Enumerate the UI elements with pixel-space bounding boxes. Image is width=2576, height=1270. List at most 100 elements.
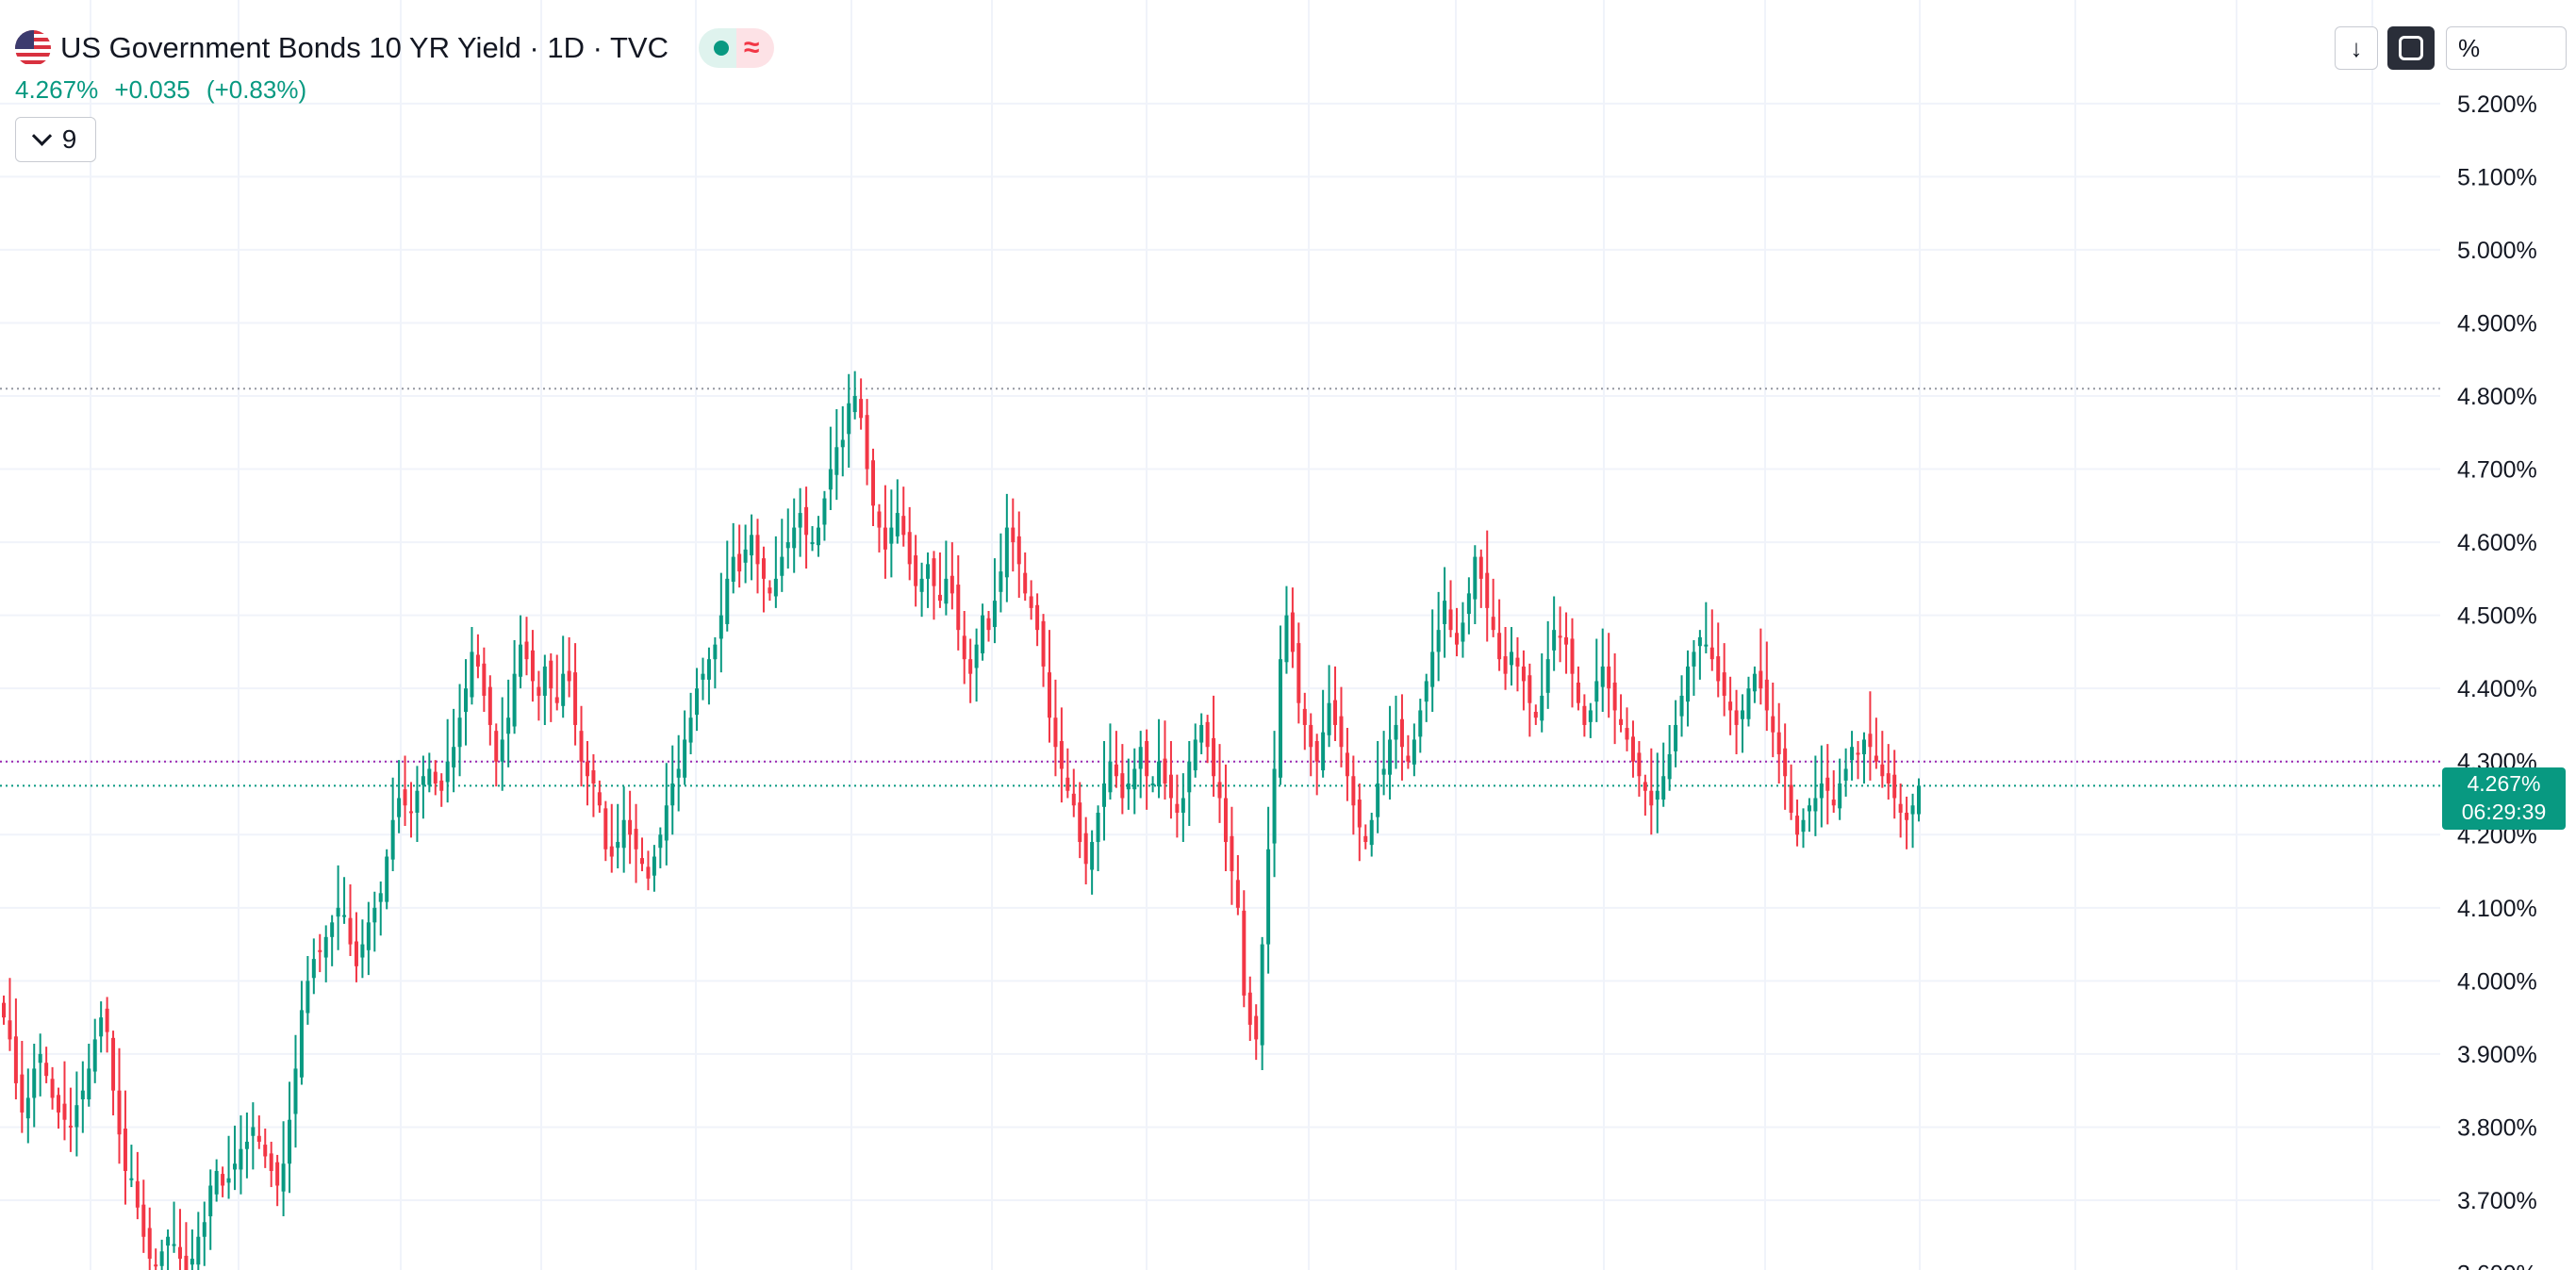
y-tick-label: 5.000% [2457,238,2537,264]
candle [1764,641,1769,732]
candle [1363,824,1368,849]
candle [567,636,571,698]
candle [397,760,402,833]
candle [1132,748,1137,815]
candle [1150,776,1155,793]
price-axis[interactable]: 5.200% 5.100% 5.000% 4.900% 4.800% 4.700% 4.60… [2457,91,2537,1270]
arrow-down-icon: ↓ [2350,33,2363,62]
candle [457,684,462,777]
candle [1175,774,1180,838]
candle [299,981,304,1085]
candle [269,1141,273,1188]
candle [1406,734,1411,769]
candle [1491,578,1495,637]
candle [342,877,347,924]
candle [226,1135,231,1199]
y-tick-label: 4.500% [2457,603,2537,630]
candle [1436,591,1441,682]
candle [32,1044,37,1128]
quote-values: 4.267% +0.035 (+0.83%) [15,75,316,105]
candle [251,1102,256,1170]
candle [871,448,876,527]
candle [1108,723,1113,800]
candle [949,542,954,610]
candle [1838,758,1842,820]
candle [865,399,869,486]
candle [937,552,942,608]
candle [372,891,377,952]
candle [421,755,425,819]
y-tick-label: 5.100% [2457,164,2537,190]
candle [475,634,480,679]
candle [1339,686,1344,767]
candle [50,1066,55,1110]
candle [944,540,949,616]
candle [780,519,784,592]
candle [1728,676,1733,735]
candle [92,1018,97,1083]
candle [1302,692,1307,750]
candle [1722,643,1726,717]
candle [956,555,961,651]
candle [129,1145,134,1188]
candle [1345,728,1349,801]
unit-select[interactable]: % [2446,26,2567,70]
symbol-legend: US Government Bonds 10 YR Yield · 1D · T… [15,28,775,68]
candle [1193,723,1197,778]
market-status-pill[interactable]: ≈ [698,28,775,68]
us-flag-icon [15,30,51,66]
candle [177,1209,182,1270]
candle [1861,732,1866,783]
candle [159,1239,164,1270]
candle [202,1201,206,1266]
candle [664,763,669,866]
y-tick-label: 3.600% [2457,1262,2537,1270]
change-percent: (+0.83%) [206,75,307,104]
candle [1692,640,1696,696]
candle [1205,715,1210,764]
candle [1600,628,1605,712]
candle [1831,770,1836,814]
candle [847,373,851,468]
last-price-badge: 4.267% 06:29:39 [2442,767,2566,830]
candle [986,610,991,642]
candlestick-series[interactable] [2,371,1921,1270]
download-button[interactable]: ↓ [2335,26,2378,70]
candle [1819,745,1824,828]
candle [524,617,529,676]
candle [1564,612,1569,674]
candle [1570,618,1575,708]
y-tick-label: 4.400% [2457,676,2537,702]
candle [834,408,839,501]
indicators-toggle-button[interactable]: 9 [15,117,96,162]
candle [1254,1004,1259,1061]
candle [537,670,541,721]
candle [883,485,887,579]
candle [670,745,675,835]
candle [147,1207,152,1270]
candle [439,773,444,807]
candle [166,1229,171,1270]
candle [1649,748,1654,835]
candle [840,405,845,477]
symbol-title[interactable]: US Government Bonds 10 YR Yield · 1D · T… [60,31,669,64]
candle [1199,713,1204,754]
candle [1454,607,1459,657]
candle [1235,854,1240,915]
candle [1685,650,1690,727]
candle [1448,580,1453,637]
candle [852,371,857,420]
candle [415,766,420,843]
candle [992,558,997,644]
candle [1102,741,1107,841]
candle [1625,707,1629,751]
candle [1880,731,1885,788]
candle [500,697,504,791]
candle [1594,638,1599,722]
frame-button[interactable] [2387,26,2435,70]
bar-countdown: 06:29:39 [2461,800,2547,824]
candle [1381,731,1386,796]
candle [792,498,797,573]
candle [962,610,966,684]
